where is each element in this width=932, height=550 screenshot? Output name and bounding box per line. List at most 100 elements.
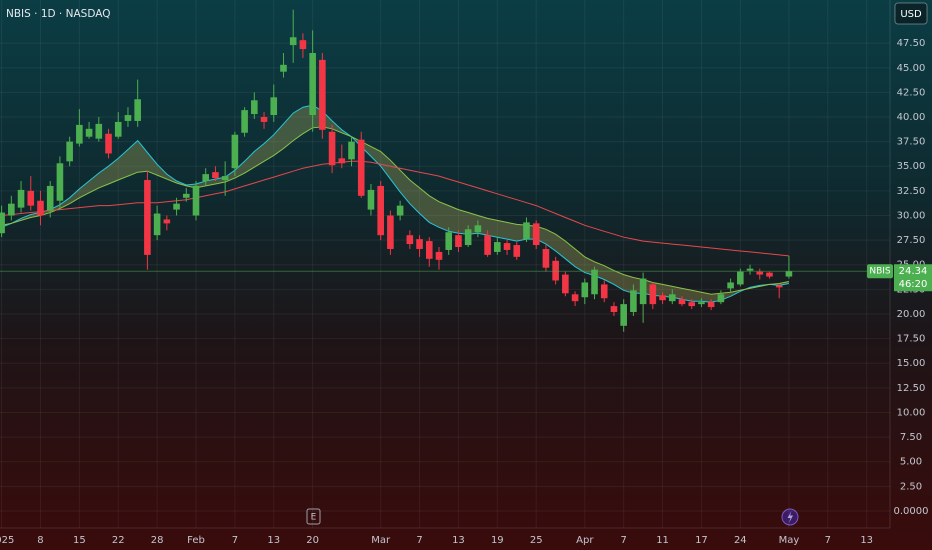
y-tick-label: 42.50 <box>897 87 926 98</box>
candle-body <box>600 284 608 299</box>
candle-body <box>8 203 15 216</box>
x-tick-label: Feb <box>187 535 205 546</box>
candle-body <box>387 215 394 249</box>
x-tick-label: 7 <box>825 535 831 546</box>
candle-body <box>639 278 647 305</box>
candle-body <box>202 174 210 182</box>
candle-body <box>124 115 132 121</box>
candle-body <box>746 268 754 271</box>
countdown-label: 46:20 <box>899 279 928 290</box>
currency-button[interactable] <box>894 2 928 25</box>
candle-body <box>484 235 491 255</box>
y-tick-label: 45.00 <box>897 63 926 74</box>
candle-body <box>163 219 171 224</box>
candle-body <box>348 141 355 160</box>
x-tick-label: May <box>779 535 800 546</box>
price-tag-label: 24.34 <box>899 266 928 277</box>
candle-body <box>464 229 472 246</box>
candle-body <box>591 269 598 295</box>
candle-body <box>46 185 54 211</box>
candle-body <box>37 200 44 216</box>
y-tick-label: 12.50 <box>897 383 926 394</box>
candle-body <box>581 282 589 298</box>
candle-body <box>66 141 73 162</box>
y-tick-label: 2.50 <box>900 481 922 492</box>
y-tick-label: 15.00 <box>897 358 926 369</box>
candle-body <box>396 205 404 216</box>
candle-body <box>630 290 637 313</box>
candle-body <box>0 212 5 234</box>
candle-body <box>134 99 141 121</box>
candle-body <box>503 243 511 250</box>
candle-body <box>85 128 93 137</box>
candle-body <box>737 271 744 285</box>
y-tick-label: 5.00 <box>900 457 922 468</box>
y-tick-label: 37.50 <box>897 137 926 148</box>
candle-body <box>76 124 83 144</box>
x-tick-label: Mar <box>371 535 391 546</box>
chart-title: NBIS · 1D · NASDAQ <box>6 8 110 20</box>
y-tick-label: 17.50 <box>897 334 926 345</box>
candle-body <box>182 193 190 198</box>
candle-body <box>474 225 482 233</box>
moving-average-line <box>1 104 789 303</box>
x-tick-label: 13 <box>267 535 280 546</box>
candle-body <box>27 190 35 206</box>
candle-body <box>523 222 530 240</box>
candle-body <box>289 37 297 46</box>
candle-body <box>221 176 229 181</box>
candle-body <box>309 52 316 116</box>
candle-body <box>562 274 569 294</box>
x-tick-label: 13 <box>860 535 873 546</box>
candle-body <box>338 158 346 164</box>
y-tick-label: 32.50 <box>897 186 926 197</box>
candle-body <box>319 59 326 130</box>
x-tick-label: 8 <box>37 535 43 546</box>
candle-body <box>532 223 540 246</box>
candle-body <box>649 284 657 305</box>
candle-body <box>251 100 258 115</box>
candle-body <box>494 242 501 252</box>
x-tick-label: 17 <box>695 535 708 546</box>
candle-body <box>668 294 676 302</box>
y-tick-label: 47.50 <box>897 38 926 49</box>
price-tag <box>894 264 932 292</box>
candle-body <box>610 306 618 313</box>
candle-body <box>416 239 423 249</box>
x-tick-label: 11 <box>656 535 669 546</box>
candle-body <box>406 235 414 245</box>
candle-body <box>173 203 180 210</box>
candle-body <box>377 185 384 236</box>
candle-body <box>435 251 443 260</box>
candle-body <box>144 180 151 255</box>
x-tick-label: 25 <box>530 535 543 546</box>
candle-body <box>260 117 268 122</box>
candle-body <box>678 299 686 305</box>
x-tick-label: 2025 <box>0 535 14 546</box>
earnings-icon[interactable] <box>306 508 321 525</box>
symbol-tag-label: NBIS <box>869 267 891 277</box>
candle-body <box>241 110 248 133</box>
candle-body <box>328 131 336 166</box>
x-tick-label: 28 <box>151 535 164 546</box>
y-tick-label: 0.0000 <box>894 506 929 517</box>
candle-body <box>707 302 715 308</box>
candle-body <box>280 64 287 72</box>
candle-body <box>95 123 103 139</box>
candle-body <box>231 134 239 169</box>
candle-body <box>367 189 375 210</box>
y-tick-label: 35.00 <box>897 161 926 172</box>
candle-body <box>552 260 559 281</box>
candle-body <box>212 172 219 179</box>
candle-body <box>542 248 550 268</box>
x-tick-label: 13 <box>452 535 465 546</box>
candle-body <box>717 294 725 303</box>
y-tick-label: 40.00 <box>897 112 926 123</box>
x-tick-label: 24 <box>734 535 747 546</box>
candle-body <box>775 285 783 288</box>
candle-body <box>56 163 64 201</box>
moving-average-line <box>1 160 789 257</box>
candle-body <box>17 189 25 208</box>
candle-body <box>299 40 307 50</box>
